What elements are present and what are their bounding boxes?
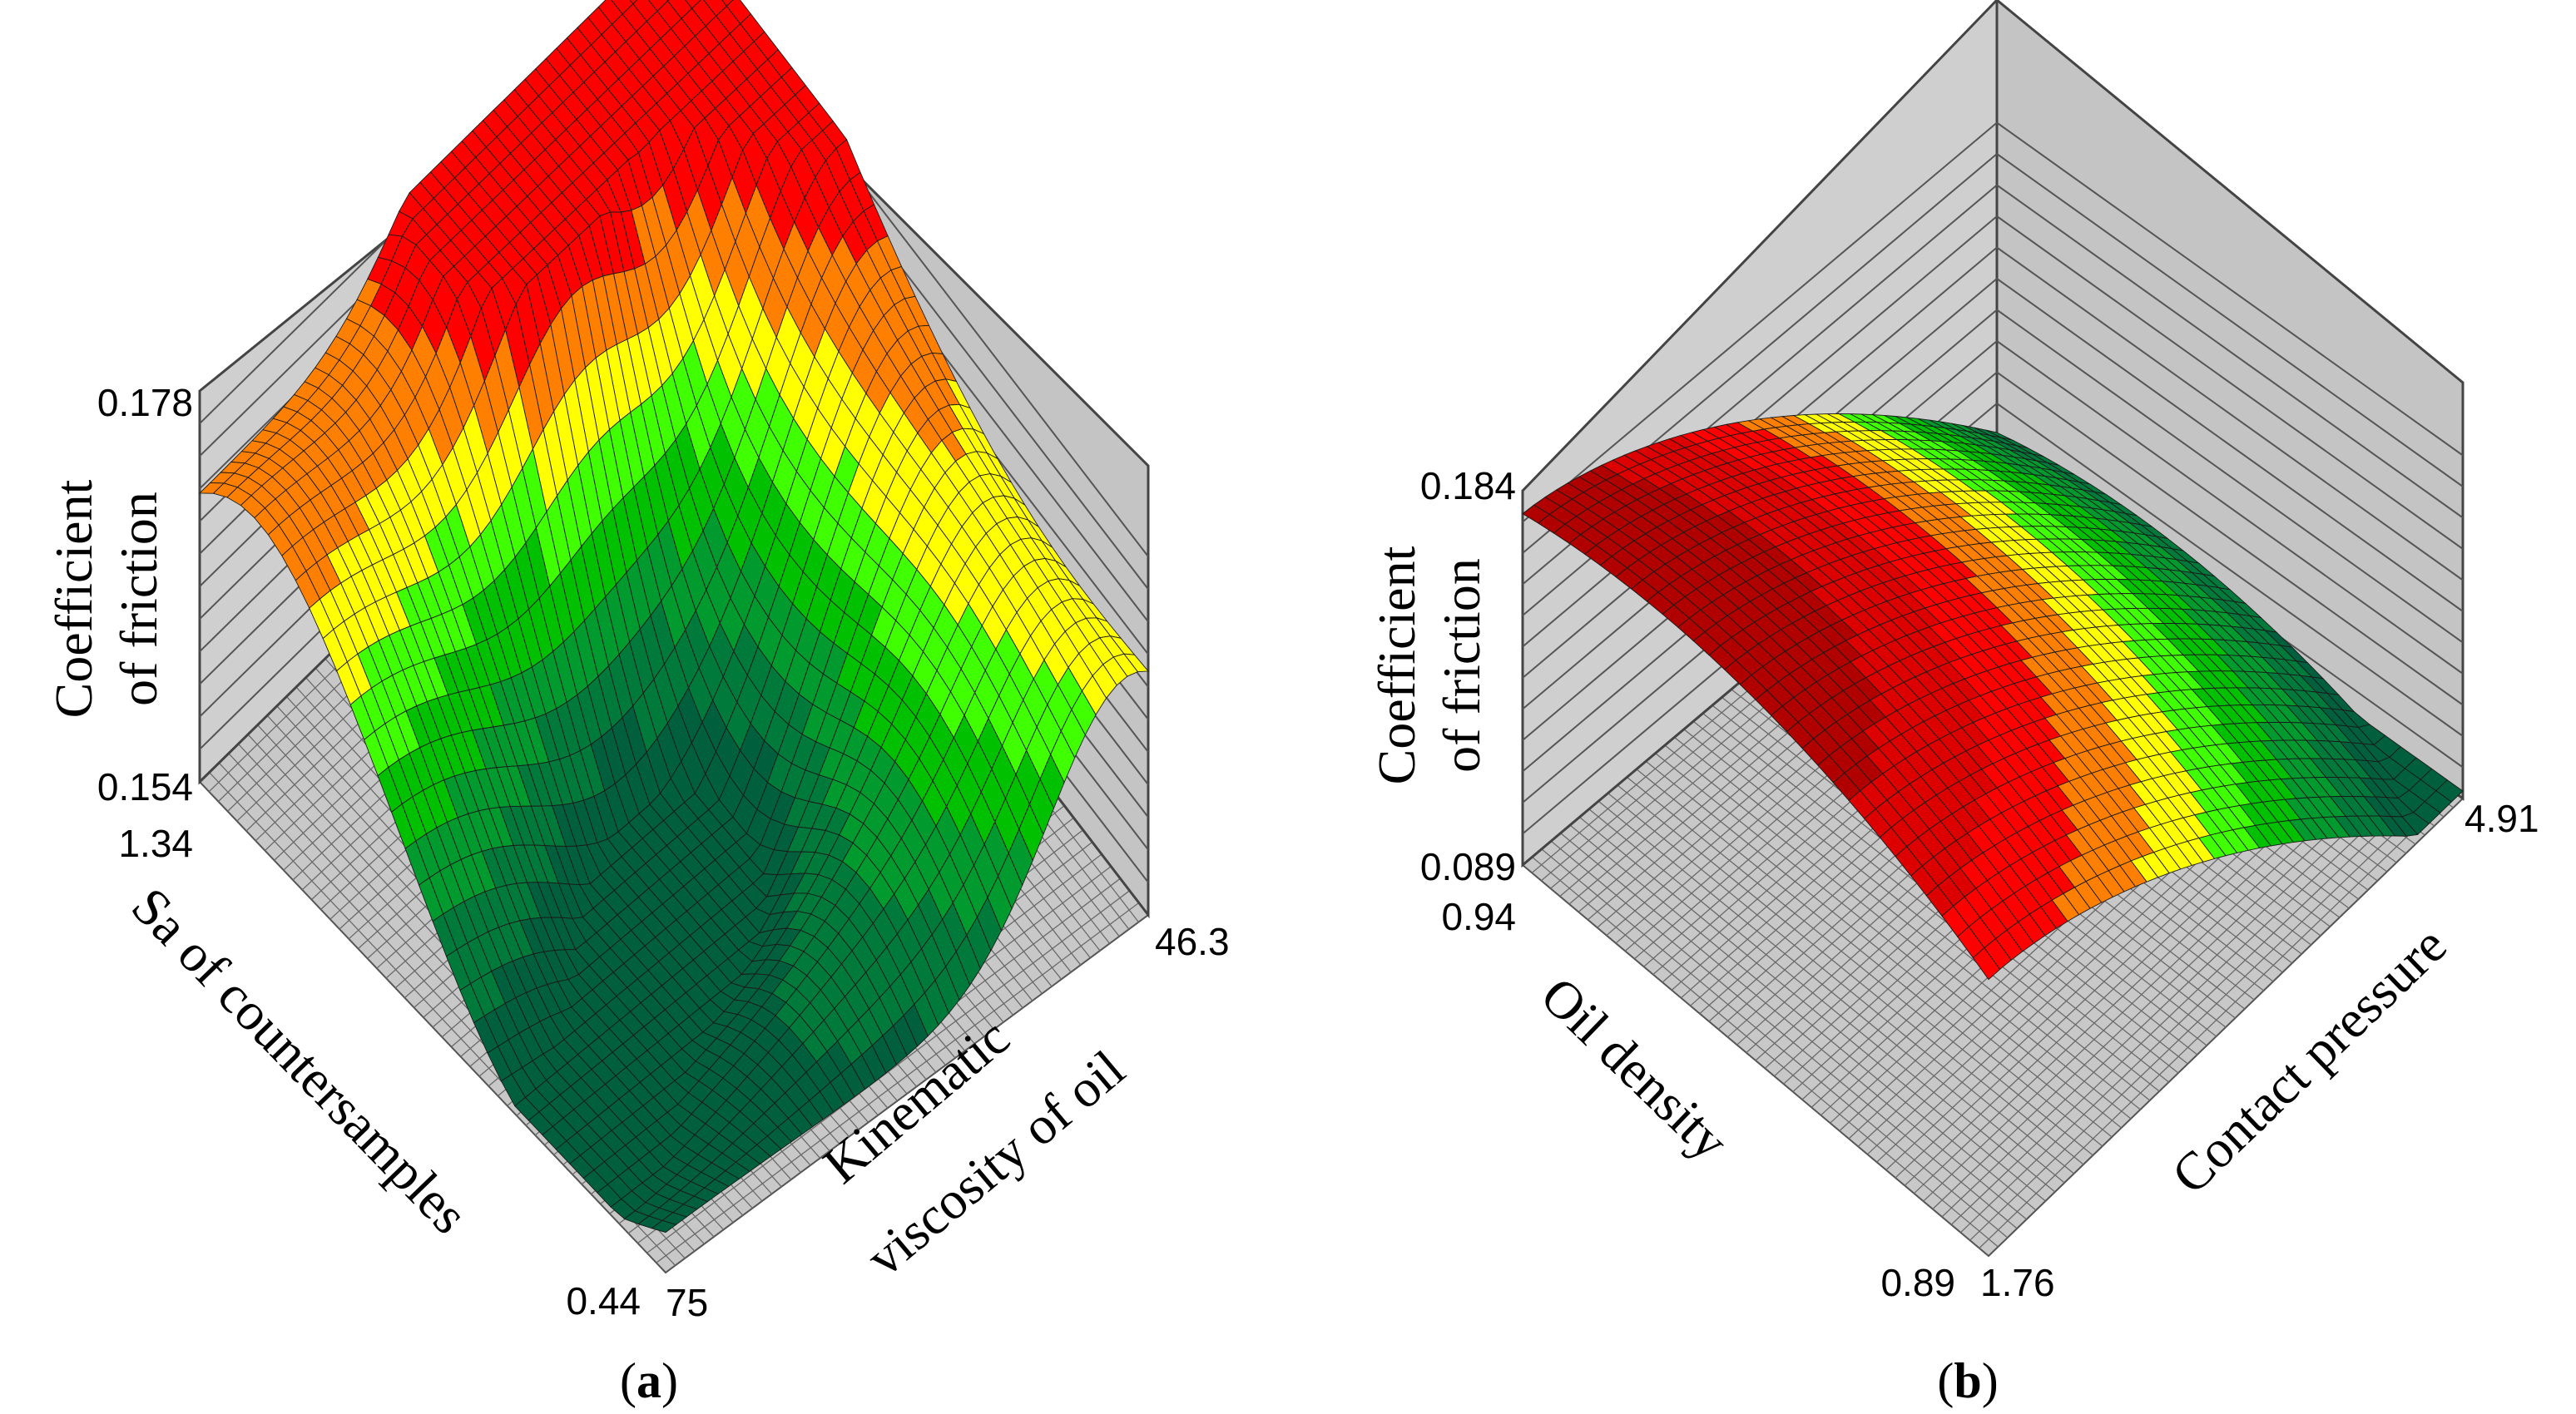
panel-a-caption-letter: a (637, 1353, 661, 1408)
wall-grid-line (1996, 215, 2464, 550)
panel-a-y-tick-start: 75 (666, 1281, 708, 1324)
panel-a-z-top-value: 0.178 (97, 381, 193, 424)
floor-grid-line (1941, 764, 2417, 1218)
panel-a-x-tick-end: 0.44 (566, 1279, 641, 1323)
panel-b-surface (1522, 413, 2464, 981)
wall-grid-line (1996, 121, 2464, 457)
floor-grid-line (1979, 791, 2455, 1249)
panel-b-caption-letter: b (1954, 1353, 1981, 1408)
floor-grid-line (1950, 771, 2426, 1225)
floor-grid-line (646, 890, 1130, 1253)
wall-grid-line (1996, 403, 2464, 737)
panel-b-x-tick-end: 0.89 (1880, 1261, 1955, 1304)
surface-cell (651, 1219, 677, 1234)
panel-b-x-tick-start: 0.94 (1441, 895, 1516, 938)
panel-b-caption: (b) (1937, 1353, 1998, 1408)
panel-a: 0.178 0.154 Coefficient of friction 1.34… (44, 0, 1230, 1408)
floor-grid-line (656, 902, 1140, 1263)
wall-grid-line (1996, 246, 2464, 581)
panel-b: 0.184 0.089 Coefficient of friction 0.94… (1367, 0, 2539, 1408)
surface-cell (1972, 947, 2001, 981)
panel-b-y-tick-start: 1.76 (1980, 1261, 2055, 1304)
panel-a-z-label-line1: Coefficient (44, 479, 103, 718)
surface-cell (629, 0, 638, 5)
wall-grid-line (1996, 371, 2464, 706)
wall-grid-line (1996, 184, 2464, 519)
panel-a-caption: (a) (620, 1353, 678, 1408)
panel-a-z-label-line2: of friction (109, 492, 168, 706)
floor-grid-line (1969, 784, 2445, 1241)
panel-a-y-tick-end: 46.3 (1155, 920, 1230, 963)
wall-grid-line (1522, 121, 1998, 523)
panel-b-y-tick-end: 4.91 (2465, 797, 2539, 840)
panel-a-surface (198, 0, 1149, 1234)
panel-b-z-top-value: 0.184 (1420, 464, 1516, 507)
floor-grid-line (1959, 778, 2435, 1234)
panel-a-z-bottom-value: 0.154 (97, 765, 193, 808)
wall-grid-line (1996, 309, 2464, 644)
panel-b-z-label-line1: Coefficient (1367, 546, 1426, 784)
wall-grid-line (1996, 278, 2464, 612)
wall-grid-line (1996, 153, 2464, 487)
wall-grid-line (1996, 340, 2464, 675)
panel-b-z-bottom-value: 0.089 (1420, 845, 1516, 888)
panel-b-z-label-line2: of friction (1432, 558, 1491, 773)
panel-a-x-tick-start: 1.34 (118, 822, 193, 865)
